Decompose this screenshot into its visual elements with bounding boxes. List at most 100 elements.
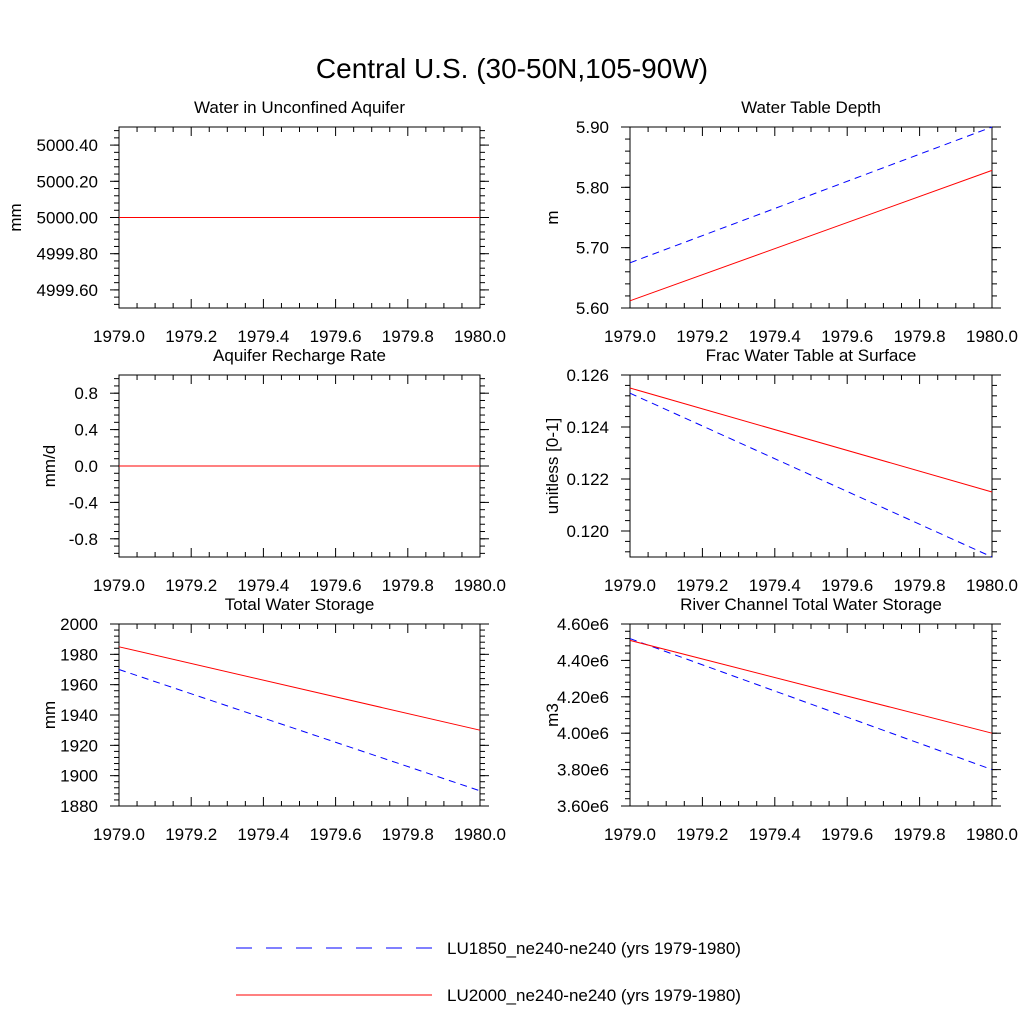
y-tick-label: -0.8 — [69, 530, 98, 549]
plot-frame — [118, 623, 481, 807]
x-tick-label: 1979.2 — [165, 576, 217, 595]
x-tick-label: 1980.0 — [454, 327, 506, 346]
panel-title: River Channel Total Water Storage — [680, 595, 942, 614]
series-lu2000-line — [629, 639, 993, 734]
panel-title: Total Water Storage — [225, 595, 375, 614]
x-tick-label: 1979.6 — [821, 576, 873, 595]
x-tick-label: 1980.0 — [966, 825, 1018, 844]
y-axis-label: m3 — [543, 703, 562, 727]
y-tick-label: 0.122 — [566, 470, 609, 489]
x-tick-label: 1979.0 — [604, 576, 656, 595]
y-tick-label: 0.8 — [74, 384, 98, 403]
x-tick-label: 1979.8 — [894, 327, 946, 346]
y-tick-label: 5.80 — [576, 178, 609, 197]
y-tick-label: 1940 — [60, 706, 98, 725]
x-tick-label: 1979.4 — [237, 576, 289, 595]
y-tick-label: -0.4 — [69, 493, 98, 512]
x-tick-label: 1980.0 — [454, 825, 506, 844]
panel-title: Water Table Depth — [741, 98, 881, 117]
legend: LU1850_ne240-ne240 (yrs 1979-1980) LU200… — [236, 939, 741, 1005]
panel-6: River Channel Total Water Storage 1979.0 1… — [543, 595, 1018, 844]
x-tick-label: 1979.2 — [676, 825, 728, 844]
y-tick-label: 4999.60 — [37, 281, 98, 300]
panel-title: Water in Unconfined Aquifer — [194, 98, 405, 117]
y-tick-label: 1980 — [60, 645, 98, 664]
x-tick-label: 1980.0 — [966, 576, 1018, 595]
x-tick-label: 1979.6 — [821, 327, 873, 346]
x-tick-label: 1979.2 — [676, 327, 728, 346]
panels: Water in Unconfined Aquifer 1979.0 1979.2 1… — [6, 98, 1018, 844]
legend-label-lu2000: LU2000_ne240-ne240 (yrs 1979-1980) — [447, 986, 741, 1005]
y-tick-label: 1920 — [60, 736, 98, 755]
y-tick-label: 1900 — [60, 767, 98, 786]
series-lu2000-line — [629, 169, 993, 302]
x-tick-label: 1979.0 — [93, 576, 145, 595]
y-tick-label: 4.20e6 — [557, 688, 609, 707]
x-tick-label: 1979.8 — [382, 327, 434, 346]
series-lu1850-line — [118, 669, 481, 792]
x-tick-label: 1979.6 — [310, 327, 362, 346]
x-tick-label: 1979.6 — [310, 825, 362, 844]
y-axis-label: mm/d — [40, 445, 59, 488]
y-tick-label: 5.60 — [576, 299, 609, 318]
y-tick-label: 5000.20 — [37, 172, 98, 191]
y-tick-label: 5.90 — [576, 118, 609, 137]
panel-3: Aquifer Recharge Rate 1979.0 1979.2 1979.4 1… — [40, 346, 506, 595]
series-lu1850-line — [629, 126, 993, 264]
x-tick-label: 1979.0 — [93, 327, 145, 346]
y-tick-label: 4.60e6 — [557, 615, 609, 634]
y-tick-label: 1960 — [60, 676, 98, 695]
y-tick-label: 4999.80 — [37, 245, 98, 264]
y-tick-label: 3.80e6 — [557, 761, 609, 780]
panel-5: Total Water Storage 1979.0 1979.2 1979.4 197… — [40, 595, 506, 844]
y-tick-label: 0.4 — [74, 421, 98, 440]
y-tick-label: 4.40e6 — [557, 651, 609, 670]
panel-1: Water in Unconfined Aquifer 1979.0 1979.2 1… — [6, 98, 506, 346]
x-tick-label: 1979.0 — [93, 825, 145, 844]
x-tick-label: 1980.0 — [966, 327, 1018, 346]
x-tick-label: 1979.8 — [382, 576, 434, 595]
y-tick-label: 5000.40 — [37, 136, 98, 155]
x-tick-label: 1980.0 — [454, 576, 506, 595]
plot-frame — [629, 374, 993, 558]
legend-label-lu1850: LU1850_ne240-ne240 (yrs 1979-1980) — [447, 939, 741, 958]
y-tick-label: 5.70 — [576, 239, 609, 258]
x-tick-label: 1979.8 — [894, 825, 946, 844]
x-tick-label: 1979.4 — [237, 825, 289, 844]
y-axis-label: m — [543, 210, 562, 224]
x-tick-label: 1979.2 — [676, 576, 728, 595]
y-tick-label: 0.124 — [566, 418, 609, 437]
panel-2: Water Table Depth 1979.0 1979.2 1979.4 1979.… — [543, 98, 1018, 346]
panel-4: Frac Water Table at Surface 1979.0 1979.2 1… — [543, 346, 1018, 595]
y-tick-label: 0.120 — [566, 522, 609, 541]
y-axis-label: mm — [6, 203, 25, 231]
y-axis-label: mm — [40, 701, 59, 729]
y-tick-label: 3.60e6 — [557, 797, 609, 816]
x-tick-label: 1979.8 — [894, 576, 946, 595]
x-tick-label: 1979.0 — [604, 825, 656, 844]
x-tick-label: 1979.6 — [821, 825, 873, 844]
panel-title: Frac Water Table at Surface — [706, 346, 917, 365]
x-tick-label: 1979.0 — [604, 327, 656, 346]
y-tick-label: 5000.00 — [37, 209, 98, 228]
y-axis-label: unitless [0-1] — [543, 418, 562, 514]
y-tick-label: 2000 — [60, 615, 98, 634]
x-tick-label: 1979.4 — [749, 576, 801, 595]
y-tick-label: 0.0 — [74, 457, 98, 476]
y-tick-label: 4.00e6 — [557, 724, 609, 743]
y-tick-label: 0.126 — [566, 366, 609, 385]
plot-frame — [629, 623, 993, 807]
x-tick-label: 1979.4 — [749, 825, 801, 844]
x-tick-label: 1979.2 — [165, 825, 217, 844]
x-tick-label: 1979.4 — [749, 327, 801, 346]
panel-title: Aquifer Recharge Rate — [213, 346, 386, 365]
x-tick-label: 1979.8 — [382, 825, 434, 844]
series-lu2000-line — [629, 387, 993, 493]
y-tick-label: 1880 — [60, 797, 98, 816]
series-lu1850-line — [629, 638, 993, 771]
figure-title: Central U.S. (30-50N,105-90W) — [316, 53, 708, 84]
x-tick-label: 1979.6 — [310, 576, 362, 595]
x-tick-label: 1979.2 — [165, 327, 217, 346]
series-lu1850-line — [629, 392, 993, 558]
